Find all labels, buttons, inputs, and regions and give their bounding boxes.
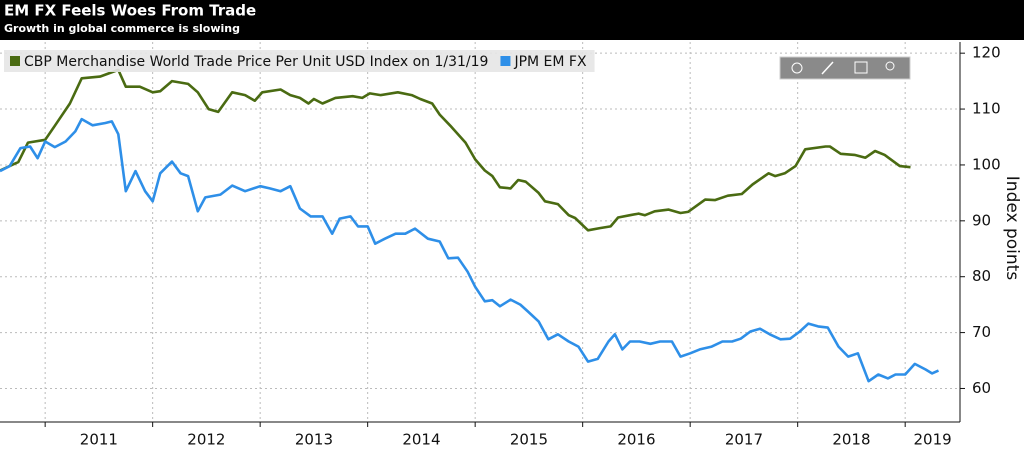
x-tick-label: 2016 xyxy=(617,431,655,449)
plot-bg xyxy=(0,42,960,422)
x-tick-label: 2014 xyxy=(402,431,440,449)
y-tick-label: 60 xyxy=(972,379,991,397)
x-tick-label: 2011 xyxy=(80,431,118,449)
x-tick-label: 2017 xyxy=(725,431,763,449)
series-line xyxy=(0,68,911,232)
chart-subtitle: Growth in global commerce is slowing xyxy=(4,22,240,35)
legend-label: JPM EM FX xyxy=(513,54,587,70)
toolbar-bg xyxy=(779,56,911,80)
y-tick-label: 90 xyxy=(972,211,991,229)
toolbar[interactable] xyxy=(779,56,911,80)
chart-title: EM FX Feels Woes From Trade xyxy=(4,2,256,20)
y-tick-label: 110 xyxy=(972,100,1001,118)
series-line xyxy=(0,117,940,383)
y-tick-label: 70 xyxy=(972,323,991,341)
y-tick-label: 100 xyxy=(972,155,1001,173)
y-tick-label: 80 xyxy=(972,267,991,285)
legend-swatch xyxy=(500,56,511,66)
x-tick-label: 2019 xyxy=(913,431,951,449)
x-tick-label: 2012 xyxy=(187,431,225,449)
legend-swatch xyxy=(10,56,20,66)
x-tick-label: 2015 xyxy=(510,431,548,449)
icon-draw[interactable] xyxy=(821,61,834,75)
icon-crosshair[interactable] xyxy=(791,62,803,74)
header-band xyxy=(0,0,1024,40)
x-tick-label: 2013 xyxy=(295,431,333,449)
y-tick-label: 120 xyxy=(972,44,1001,62)
x-tick-label: 2018 xyxy=(832,431,870,449)
y-axis-label: Index points xyxy=(1002,176,1022,281)
icon-zoom[interactable] xyxy=(885,61,895,71)
legend-bg xyxy=(4,50,595,72)
legend: CBP Merchandise World Trade Price Per Un… xyxy=(4,50,595,72)
icon-table[interactable] xyxy=(854,61,868,74)
plot-area: 60 70 80 90 100 110 120 2011 2012 2013 2014 2015 201… xyxy=(0,42,1001,449)
legend-label: CBP Merchandise World Trade Price Per Un… xyxy=(24,54,488,70)
